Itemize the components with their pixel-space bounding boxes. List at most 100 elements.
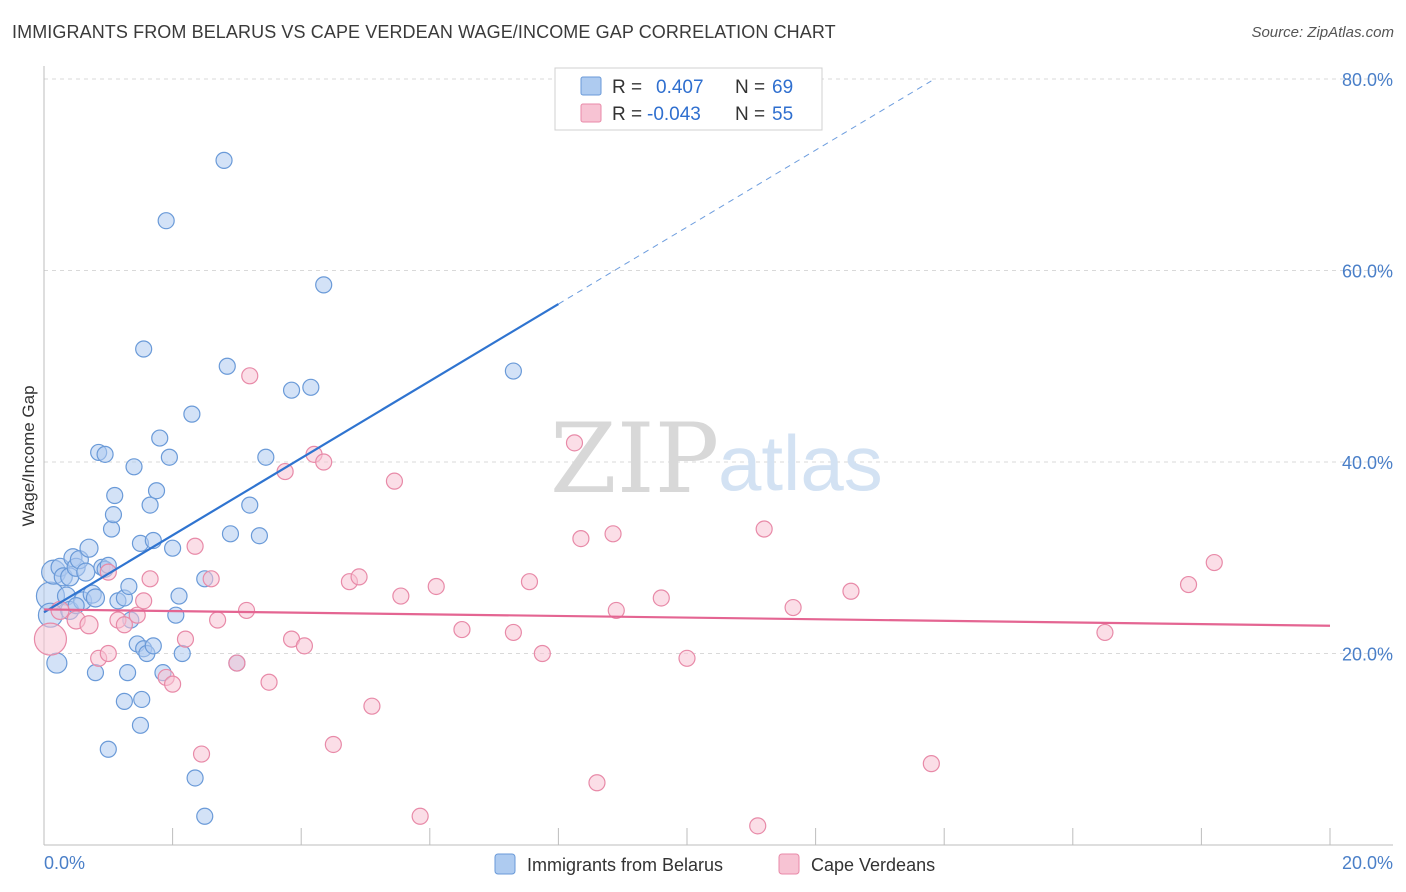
- legend-r-value-2: -0.043: [647, 104, 701, 125]
- cape-verdean-point-34: [427, 577, 445, 596]
- cape-verdean-point-3: [79, 615, 99, 635]
- cape-verdean-point-47: [755, 520, 773, 538]
- belarus-point-16: [85, 588, 106, 608]
- cape-verdean-point-44: [652, 589, 670, 607]
- series-legend-cape-verdeans: Cape Verdeans: [811, 855, 935, 875]
- belarus-point-44: [151, 429, 169, 447]
- legend-n-value-2: 55: [772, 104, 793, 125]
- cape-verdean-point-43: [607, 601, 625, 620]
- belarus-point-13: [76, 562, 96, 582]
- cape-verdean-point-50: [922, 755, 940, 773]
- cape-verdean-point-20: [241, 367, 259, 385]
- cape-verdean-point-40: [572, 529, 590, 548]
- belarus-point-58: [221, 525, 240, 543]
- belarus-trend-line: [43, 303, 559, 614]
- cape-verdean-point-52: [1179, 575, 1198, 594]
- belarus-point-55: [196, 807, 214, 825]
- cape-verdean-point-35: [453, 620, 471, 639]
- cape-verdean-point-48: [784, 598, 802, 617]
- belarus-point-60: [241, 496, 259, 514]
- belarus-point-40: [141, 496, 159, 514]
- cape-verdean-point-38: [533, 644, 551, 663]
- cape-verdean-point-33: [411, 807, 429, 825]
- cape-verdean-point-10: [141, 570, 159, 588]
- y-tick-labels: 20.0% 40.0% 60.0% 80.0%: [1342, 70, 1393, 665]
- cape-verdean-point-29: [350, 568, 368, 586]
- belarus-point-50: [170, 587, 188, 605]
- legend-r-value-1: 0.407: [656, 77, 704, 98]
- belarus-point-51: [173, 644, 191, 663]
- series-legend-swatch-belarus: [494, 853, 516, 875]
- belarus-point-57: [218, 357, 236, 375]
- cape-verdean-point-24: [295, 637, 314, 655]
- cape-verdean-trend-line: [43, 608, 1331, 627]
- cape-verdean-point-17: [209, 611, 227, 629]
- belarus-point-17: [86, 664, 105, 682]
- trend-lines: [43, 80, 1331, 627]
- belarus-point-66: [504, 362, 522, 380]
- y-tick-label-0: 20.0%: [1342, 645, 1393, 665]
- cape-verdean-point-32: [392, 587, 410, 605]
- legend-swatch-blue: [580, 76, 602, 96]
- y-axis-label: Wage/Income Gap: [19, 385, 38, 526]
- cape-verdean-point-45: [678, 649, 696, 667]
- belarus-point-63: [282, 381, 301, 399]
- belarus-point-49: [167, 606, 185, 624]
- legend-n-value-1: 69: [772, 77, 793, 98]
- cape-verdean-point-26: [315, 453, 333, 471]
- cape-verdean-point-39: [565, 434, 584, 452]
- source-label: Source: ZipAtlas.com: [1251, 24, 1394, 41]
- belarus-point-21: [96, 445, 114, 463]
- belarus-point-25: [106, 486, 124, 505]
- stats-legend: R = 0.407 N = 69 R = -0.043 N = 55: [554, 67, 823, 131]
- cape-verdean-point-30: [363, 697, 381, 715]
- cape-verdean-point-12: [164, 675, 182, 693]
- legend-r-label-1: R =: [612, 77, 642, 98]
- belarus-point-62: [257, 448, 275, 466]
- belarus-point-36: [133, 690, 151, 709]
- belarus-point-61: [250, 527, 269, 545]
- y-tick-label-3: 80.0%: [1342, 70, 1393, 90]
- belarus-point-53: [186, 769, 204, 787]
- watermark-zip: ZIP: [550, 403, 719, 515]
- cape-verdean-point-0: [33, 622, 68, 656]
- belarus-point-3: [46, 652, 68, 674]
- series-legend-swatch-cape-verdeans: [778, 853, 800, 875]
- cape-verdean-point-37: [520, 573, 539, 591]
- belarus-point-43: [147, 482, 166, 500]
- watermark-atlas: atlas: [718, 419, 883, 507]
- cape-verdean-point-9: [135, 592, 153, 610]
- cape-verdean-point-18: [228, 654, 246, 672]
- belarus-point-48: [164, 539, 182, 557]
- belarus-point-34: [131, 716, 150, 734]
- cape-verdean-point-27: [324, 735, 342, 754]
- belarus-point-14: [79, 538, 99, 558]
- belarus-point-46: [157, 212, 175, 230]
- belarus-point-64: [302, 378, 320, 396]
- belarus-point-65: [315, 276, 333, 294]
- series-legend-belarus: Immigrants from Belarus: [527, 855, 723, 875]
- belarus-point-67: [99, 740, 117, 758]
- cape-verdean-point-7: [115, 616, 133, 634]
- belarus-point-28: [115, 692, 133, 710]
- cape-verdean-point-16: [202, 570, 220, 588]
- data-points: [33, 151, 1223, 835]
- legend-swatch-pink: [580, 103, 602, 123]
- cape-verdean-point-42: [604, 525, 622, 543]
- cape-verdean-point-49: [842, 582, 860, 600]
- belarus-point-24: [104, 506, 123, 524]
- belarus-point-32: [125, 458, 143, 476]
- cape-verdean-point-13: [176, 630, 195, 648]
- y-tick-label-2: 60.0%: [1342, 262, 1393, 282]
- belarus-point-41: [144, 637, 162, 655]
- grid-lines: [44, 78, 1393, 654]
- belarus-point-47: [160, 448, 178, 466]
- belarus-point-29: [118, 664, 137, 682]
- watermark: ZIP atlas: [550, 403, 883, 515]
- cape-verdean-point-54: [99, 644, 117, 663]
- series-legend: Immigrants from Belarus Cape Verdeans: [494, 853, 935, 875]
- cape-verdean-point-15: [192, 745, 211, 763]
- cape-verdean-point-31: [385, 472, 404, 490]
- cape-verdean-point-21: [260, 673, 278, 691]
- legend-n-label-1: N =: [735, 77, 765, 98]
